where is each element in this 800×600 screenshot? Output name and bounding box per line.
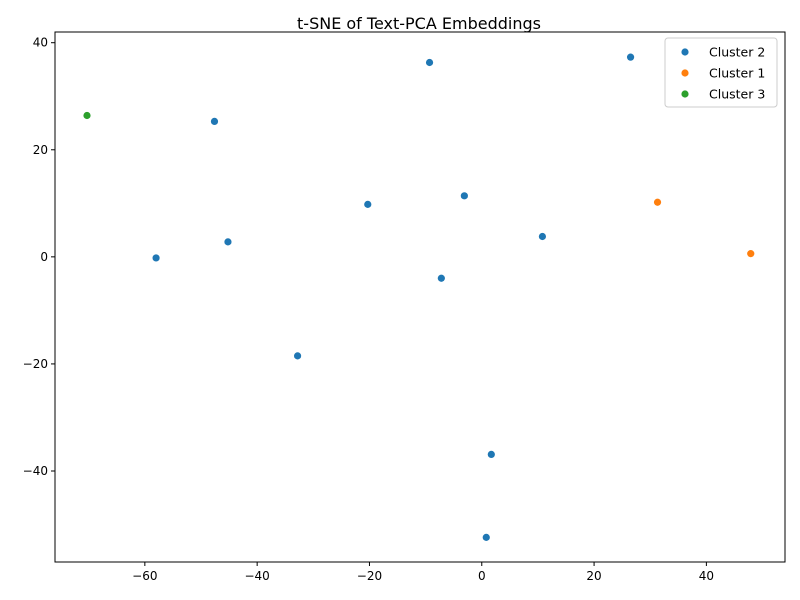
- x-tick-label: 0: [478, 569, 486, 583]
- x-tick-label: −40: [244, 569, 269, 583]
- data-point: [626, 53, 635, 61]
- x-tick-label: −60: [132, 569, 157, 583]
- data-point: [83, 111, 91, 120]
- x-axis: −60 −40 −20 0 20 40: [132, 562, 714, 583]
- chart-title: t-SNE of Text-PCA Embeddings: [297, 14, 541, 33]
- data-point: [210, 117, 219, 126]
- y-tick-label: 40: [33, 36, 48, 50]
- legend-label: Cluster 3: [709, 87, 765, 102]
- legend-marker: [681, 90, 689, 98]
- y-axis: −40 −20 0 20 40: [23, 36, 55, 478]
- legend-marker: [681, 48, 689, 56]
- data-point: [364, 200, 372, 208]
- data-point: [460, 192, 468, 200]
- data-point: [487, 450, 495, 458]
- plot-frame: [54, 31, 786, 563]
- data-point: [747, 250, 755, 258]
- legend-label: Cluster 2: [709, 45, 765, 60]
- data-point: [653, 198, 662, 206]
- y-tick-label: −20: [23, 357, 48, 371]
- legend-marker: [681, 69, 689, 77]
- y-tick-label: 0: [40, 250, 48, 264]
- x-tick-label: −20: [357, 569, 382, 583]
- legend: Cluster 2 Cluster 1 Cluster 3: [664, 37, 778, 108]
- legend-box: [664, 37, 778, 108]
- y-tick-label: −40: [23, 464, 48, 478]
- data-point: [293, 352, 302, 360]
- data-point: [224, 238, 232, 246]
- x-tick-label: 20: [586, 569, 601, 583]
- data-point: [437, 274, 445, 282]
- x-tick-label: 40: [699, 569, 714, 583]
- data-point: [482, 533, 490, 541]
- data-point: [538, 232, 547, 241]
- data-points: [83, 53, 755, 541]
- y-tick-label: 20: [33, 143, 48, 157]
- legend-label: Cluster 1: [709, 66, 765, 81]
- data-point: [152, 254, 160, 262]
- data-point: [425, 58, 434, 67]
